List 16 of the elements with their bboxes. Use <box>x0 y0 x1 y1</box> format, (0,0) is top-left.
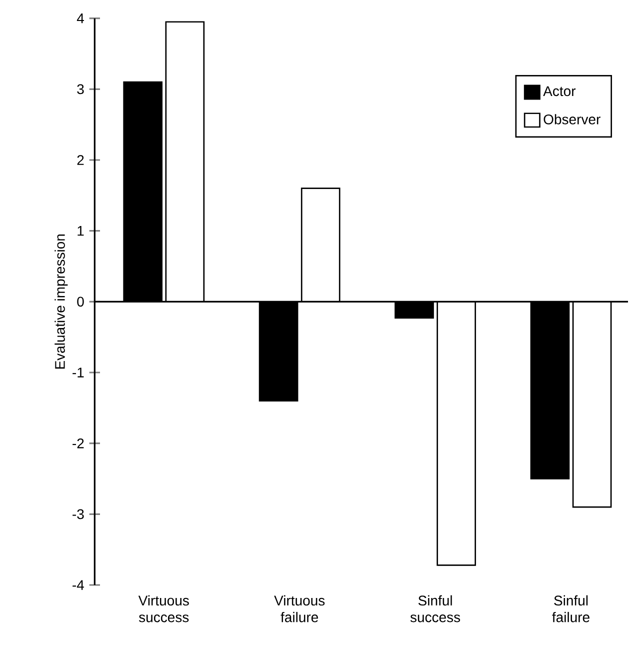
x-tick-label: Sinful failure <box>552 595 590 622</box>
y-tick-label: 1 <box>78 226 84 236</box>
legend-label: Actor <box>543 86 576 96</box>
y-axis-title: Evaluative impression <box>54 234 68 369</box>
y-tick-label: -1 <box>72 368 84 378</box>
y-tick-label: 4 <box>76 14 84 24</box>
y-tick-label: -3 <box>72 509 84 520</box>
x-tick-label: Virtuous failure <box>274 595 325 622</box>
legend-label: Observer <box>544 114 600 124</box>
y-tick-label: 0 <box>77 296 84 307</box>
x-tick-label: Sinful success <box>410 595 460 622</box>
y-tick-label: -2 <box>72 438 84 448</box>
y-tick-label: 3 <box>77 84 84 94</box>
y-tick-label: 2 <box>77 155 84 165</box>
x-tick-label: Virtuous success <box>138 595 189 622</box>
y-tick-label: -4 <box>72 580 84 590</box>
